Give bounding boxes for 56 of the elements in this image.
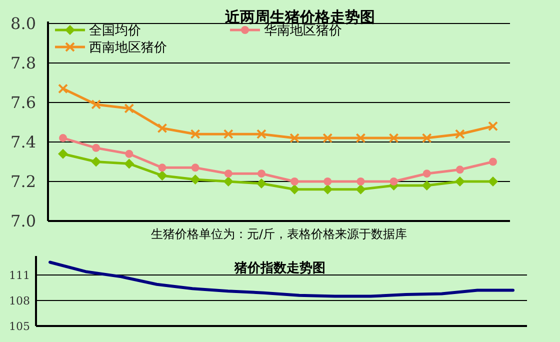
point [256, 129, 266, 140]
point [190, 129, 200, 140]
point [488, 121, 498, 132]
point [157, 170, 168, 181]
point [489, 158, 497, 166]
point [422, 170, 431, 178]
point [124, 103, 134, 114]
point [324, 178, 332, 186]
y-tick-label: 7.2 [10, 172, 36, 192]
y-tick-label: 7.4 [10, 132, 36, 152]
point [91, 99, 102, 110]
point [290, 184, 300, 194]
line-series [48, 260, 514, 298]
point [456, 166, 464, 174]
point [454, 129, 465, 140]
point [322, 184, 333, 194]
point [190, 174, 200, 185]
y-tick-label: 8.0 [10, 14, 36, 34]
point [125, 150, 134, 158]
chart-title: 猪价指数走势图 [234, 260, 326, 276]
point [422, 133, 432, 144]
point [92, 144, 100, 152]
y-tick-label: 7.8 [10, 54, 36, 73]
point [388, 133, 399, 144]
point [290, 178, 299, 186]
point [257, 170, 266, 178]
y-tick-label: 108 [9, 294, 30, 308]
y-tick-label: 111 [9, 268, 30, 282]
legend-label: 全国均价 [89, 24, 141, 39]
legend-label: 华南地区猪价 [264, 24, 342, 39]
point [454, 176, 465, 186]
point [191, 164, 200, 172]
point [158, 164, 166, 172]
point [356, 178, 365, 186]
point [356, 133, 366, 144]
point [91, 156, 102, 167]
y-tick-label: 7.0 [10, 212, 36, 231]
point [256, 178, 266, 188]
y-tick-label: 7.6 [10, 93, 36, 112]
point [322, 133, 333, 144]
point [488, 176, 498, 186]
point [290, 133, 300, 144]
point [390, 178, 398, 186]
point [223, 129, 234, 140]
legend-label: 西南地区猪价 [89, 40, 167, 56]
point [224, 170, 232, 178]
point [157, 123, 168, 134]
point [59, 134, 67, 142]
y-tick-label: 105 [9, 320, 30, 333]
point [356, 184, 366, 194]
point [124, 158, 134, 169]
point [422, 180, 432, 190]
point [58, 84, 68, 94]
point [223, 176, 234, 186]
point [58, 148, 68, 159]
text: 生猪价格单位为：元/斤，表格价格来源于数据库 [150, 227, 408, 241]
